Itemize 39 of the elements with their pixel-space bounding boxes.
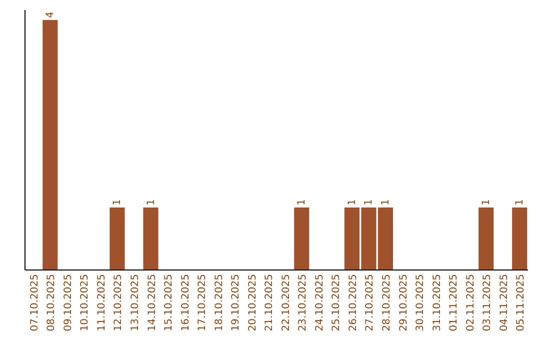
x-tick-label: 08.10.2025: [46, 274, 58, 332]
data-label: 1: [364, 199, 375, 206]
x-tick-label: 01.11.2025: [448, 274, 460, 332]
x-tick-label: 26.10.2025: [348, 274, 359, 332]
x-tick-label: 18.10.2025: [214, 274, 225, 332]
data-label: 1: [112, 199, 124, 206]
x-tick-label: 20.10.2025: [247, 274, 258, 332]
x-tick-label: 24.10.2025: [314, 274, 326, 332]
x-tick-label: 15.10.2025: [164, 274, 175, 332]
data-label: 1: [346, 199, 358, 206]
x-tick-label: 23.10.2025: [298, 274, 309, 332]
x-tick-label: 11.10.2025: [96, 274, 108, 332]
x-tick-label: 31.10.2025: [432, 274, 443, 332]
x-tick-label: 29.10.2025: [398, 274, 410, 332]
x-tick-label: 19.10.2025: [230, 274, 242, 332]
x-tick-label: 30.10.2025: [415, 274, 426, 332]
x-tick-label: 17.10.2025: [197, 274, 208, 332]
data-label: 1: [380, 199, 392, 206]
x-tick-label: 02.11.2025: [465, 274, 476, 332]
data-label: 1: [514, 199, 526, 206]
x-tick-label: 10.10.2025: [80, 274, 91, 332]
data-label: 1: [146, 199, 157, 206]
x-tick-label: 12.10.2025: [113, 274, 124, 332]
x-tick-label: 09.10.2025: [62, 274, 74, 332]
x-tick-label: 07.10.2025: [29, 274, 40, 332]
x-tick-label: 22.10.2025: [280, 274, 292, 332]
data-label: 4: [45, 12, 56, 18]
x-tick-label: 05.11.2025: [516, 274, 527, 332]
data-label: 1: [296, 199, 308, 206]
x-tick-label: 16.10.2025: [180, 274, 192, 332]
x-tick-label: 13.10.2025: [130, 274, 141, 332]
data-label: 1: [481, 199, 492, 206]
x-tick-label: 28.10.2025: [381, 274, 392, 332]
x-tick-label: 04.11.2025: [498, 274, 510, 332]
x-tick-label: 27.10.2025: [364, 274, 376, 332]
x-tick-label: 14.10.2025: [146, 274, 158, 332]
x-tick-label: 21.10.2025: [264, 274, 276, 332]
x-tick-label: 25.10.2025: [331, 274, 342, 332]
x-tick-label: 03.11.2025: [482, 274, 494, 332]
